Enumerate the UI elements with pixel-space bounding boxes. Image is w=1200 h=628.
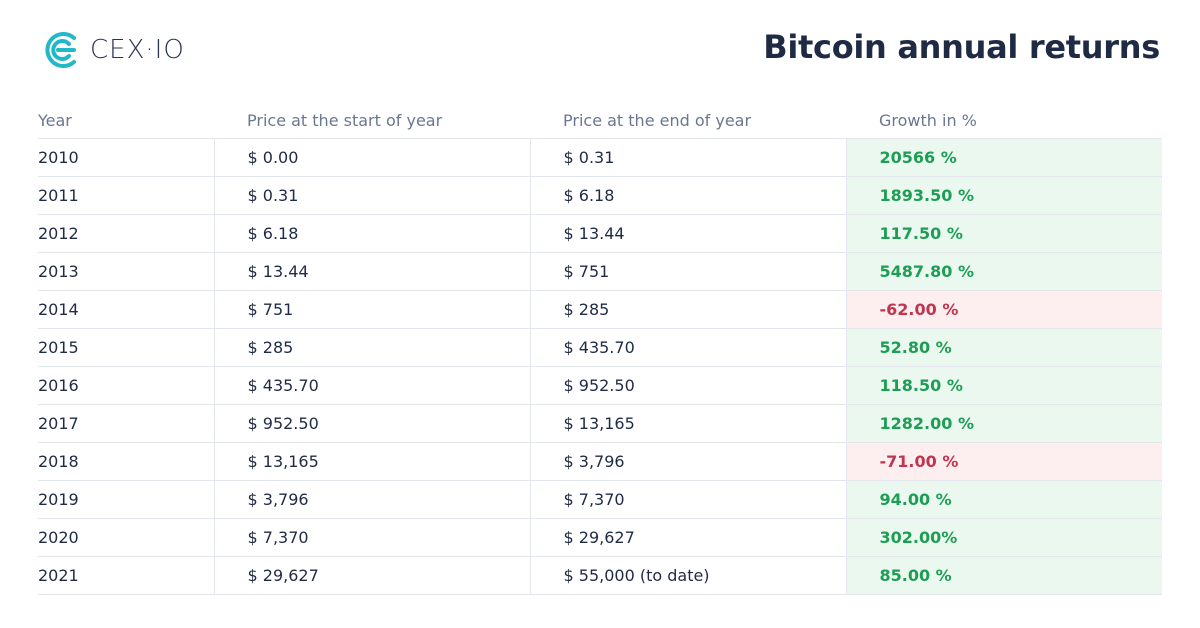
cell-growth: 85.00 % — [845, 556, 1162, 595]
cell-end-price: $ 751 — [529, 252, 846, 291]
cell-year: 2011 — [38, 176, 214, 215]
cell-growth: 302.00% — [845, 518, 1162, 557]
cell-start-price: $ 13.44 — [213, 252, 530, 291]
cell-start-price: $ 3,796 — [213, 480, 530, 519]
cell-year: 2017 — [38, 404, 214, 443]
cell-growth: 117.50 % — [845, 214, 1162, 253]
table-row: 2012 $ 6.18 $ 13.44 117.50 % — [38, 214, 1162, 253]
cell-start-price: $ 435.70 — [213, 366, 530, 405]
cell-end-price: $ 435.70 — [529, 328, 846, 367]
cell-start-price: $ 13,165 — [213, 442, 530, 481]
cell-growth: -71.00 % — [845, 442, 1162, 481]
cell-end-price: $ 952.50 — [529, 366, 846, 405]
cell-growth: -62.00 % — [845, 290, 1162, 329]
cell-year: 2019 — [38, 480, 214, 519]
cex-logo-icon — [45, 32, 76, 68]
table-row: 2020 $ 7,370 $ 29,627 302.00% — [38, 518, 1162, 557]
cell-end-price: $ 29,627 — [529, 518, 846, 557]
table-row: 2016 $ 435.70 $ 952.50 118.50 % — [38, 366, 1162, 405]
cell-start-price: $ 29,627 — [213, 556, 530, 595]
cell-year: 2021 — [38, 556, 214, 595]
table-row: 2019 $ 3,796 $ 7,370 94.00 % — [38, 480, 1162, 519]
column-header-year: Year — [38, 102, 214, 139]
cell-end-price: $ 0.31 — [529, 138, 846, 177]
page-title: Bitcoin annual returns — [763, 28, 1160, 66]
returns-table: Year Price at the start of year Price at… — [38, 102, 1162, 595]
brand-logo: CEX·IO — [38, 30, 185, 70]
column-header-end-price: Price at the end of year — [530, 102, 846, 139]
cell-start-price: $ 285 — [213, 328, 530, 367]
cell-start-price: $ 952.50 — [213, 404, 530, 443]
cell-start-price: $ 7,370 — [213, 518, 530, 557]
cell-end-price: $ 7,370 — [529, 480, 846, 519]
cell-start-price: $ 751 — [213, 290, 530, 329]
table-row: 2011 $ 0.31 $ 6.18 1893.50 % — [38, 176, 1162, 215]
cell-year: 2020 — [38, 518, 214, 557]
cell-end-price: $ 55,000 (to date) — [529, 556, 846, 595]
table-row: 2018 $ 13,165 $ 3,796 -71.00 % — [38, 442, 1162, 481]
cell-end-price: $ 6.18 — [529, 176, 846, 215]
cell-end-price: $ 3,796 — [529, 442, 846, 481]
brand-name: CEX·IO — [90, 35, 185, 65]
column-header-growth: Growth in % — [846, 102, 1162, 139]
table-header-row: Year Price at the start of year Price at… — [38, 102, 1162, 139]
cell-year: 2013 — [38, 252, 214, 291]
cell-growth: 5487.80 % — [845, 252, 1162, 291]
cell-growth: 20566 % — [845, 138, 1162, 177]
cell-start-price: $ 0.31 — [213, 176, 530, 215]
table-row: 2017 $ 952.50 $ 13,165 1282.00 % — [38, 404, 1162, 443]
cell-end-price: $ 13,165 — [529, 404, 846, 443]
table-row: 2013 $ 13.44 $ 751 5487.80 % — [38, 252, 1162, 291]
cell-end-price: $ 13.44 — [529, 214, 846, 253]
cell-year: 2012 — [38, 214, 214, 253]
cell-end-price: $ 285 — [529, 290, 846, 329]
table-row: 2021 $ 29,627 $ 55,000 (to date) 85.00 % — [38, 556, 1162, 595]
cell-year: 2016 — [38, 366, 214, 405]
cell-start-price: $ 0.00 — [213, 138, 530, 177]
table-row: 2014 $ 751 $ 285 -62.00 % — [38, 290, 1162, 329]
cell-growth: 94.00 % — [845, 480, 1162, 519]
cell-growth: 52.80 % — [845, 328, 1162, 367]
cell-growth: 1893.50 % — [845, 176, 1162, 215]
cell-growth: 1282.00 % — [845, 404, 1162, 443]
cell-year: 2014 — [38, 290, 214, 329]
cell-year: 2015 — [38, 328, 214, 367]
column-header-start-price: Price at the start of year — [214, 102, 530, 139]
cell-year: 2010 — [38, 138, 214, 177]
cell-start-price: $ 6.18 — [213, 214, 530, 253]
table-row: 2010 $ 0.00 $ 0.31 20566 % — [38, 138, 1162, 177]
cell-growth: 118.50 % — [845, 366, 1162, 405]
table-row: 2015 $ 285 $ 435.70 52.80 % — [38, 328, 1162, 367]
cell-year: 2018 — [38, 442, 214, 481]
